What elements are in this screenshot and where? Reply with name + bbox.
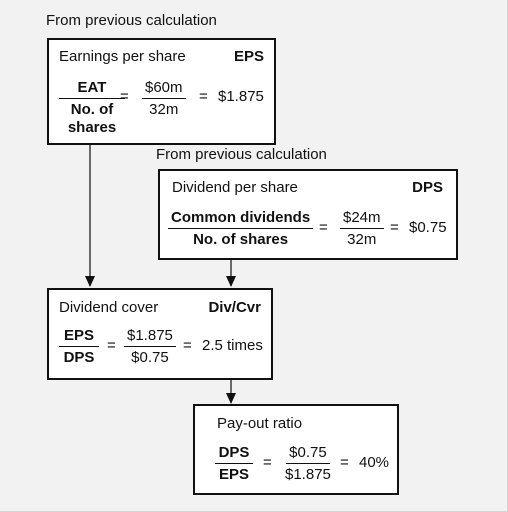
dps-box: Dividend per share DPS Common dividends … [158, 169, 458, 260]
caption-previous-calculation-middle: From previous calculation [156, 146, 327, 163]
dps-result: $0.75 [409, 219, 447, 236]
cover-equals-2: = [183, 337, 192, 354]
dps-formula-numerator: Common dividends [168, 209, 314, 229]
arrowhead-eps-to-cover [85, 276, 95, 287]
eps-value-denominator: 32m [149, 101, 179, 118]
eps-value-numerator: $60m [142, 79, 186, 99]
cover-formula-numerator: EPS [59, 327, 99, 347]
cover-value-fraction: $1.875 $0.75 [124, 327, 176, 367]
dividend-cover-box: Dividend cover Div/Cvr EPS DPS = $1.875 … [47, 288, 273, 380]
dividend-cover-box-title: Dividend cover [59, 299, 159, 316]
payout-equals-1: = [263, 454, 272, 471]
payout-ratio-box-title: Pay-out ratio [217, 415, 303, 432]
payout-formula-fraction: DPS EPS [215, 444, 253, 484]
eps-value-fraction: $60m 32m [142, 79, 186, 119]
payout-ratio-box: Pay-out ratio DPS EPS = $0.75 $1.875 = 4… [193, 404, 399, 495]
eps-formula-numerator: EAT [59, 79, 125, 99]
eps-box: Earnings per share EPS EAT No. of shares… [47, 38, 276, 145]
eps-result: $1.875 [218, 88, 264, 105]
dps-formula-denominator: No. of shares [193, 231, 289, 248]
cover-formula-fraction: EPS DPS [59, 327, 99, 367]
payout-value-numerator: $0.75 [286, 444, 330, 464]
payout-result: 40% [359, 454, 390, 471]
dps-value-denominator: 32m [347, 231, 377, 248]
eps-formula-denominator-line1: No. of [70, 101, 114, 118]
payout-formula-numerator: DPS [215, 444, 253, 464]
eps-formula-fraction: EAT No. of shares [59, 79, 125, 137]
dps-equals-1: = [319, 219, 328, 236]
dps-formula-fraction: Common dividends No. of shares [168, 209, 314, 249]
eps-equals-1: = [120, 88, 129, 105]
payout-equals-2: = [340, 454, 349, 471]
eps-box-title: Earnings per share [59, 48, 186, 65]
arrowhead-dps-to-cover [226, 276, 236, 287]
cover-value-denominator: $0.75 [131, 349, 169, 366]
cover-value-numerator: $1.875 [124, 327, 176, 347]
dps-box-abbr: DPS [412, 179, 443, 196]
dps-equals-2: = [390, 219, 399, 236]
arrowhead-cover-to-payout [226, 393, 236, 404]
dividend-cover-box-abbr: Div/Cvr [208, 299, 261, 316]
payout-value-denominator: $1.875 [285, 466, 331, 483]
eps-formula-denominator-line2: shares [67, 119, 117, 136]
payout-formula-denominator: EPS [218, 466, 249, 483]
dps-box-title: Dividend per share [172, 179, 298, 196]
dps-value-fraction: $24m 32m [340, 209, 384, 249]
caption-previous-calculation-top: From previous calculation [46, 12, 217, 29]
cover-equals-1: = [107, 337, 116, 354]
eps-formula-denominator: No. of shares [65, 99, 119, 137]
dps-value-numerator: $24m [340, 209, 384, 229]
cover-result: 2.5 times [202, 337, 263, 354]
eps-equals-2: = [199, 88, 208, 105]
eps-box-abbr: EPS [233, 48, 264, 65]
cover-formula-denominator: DPS [63, 349, 95, 366]
payout-value-fraction: $0.75 $1.875 [282, 444, 334, 484]
